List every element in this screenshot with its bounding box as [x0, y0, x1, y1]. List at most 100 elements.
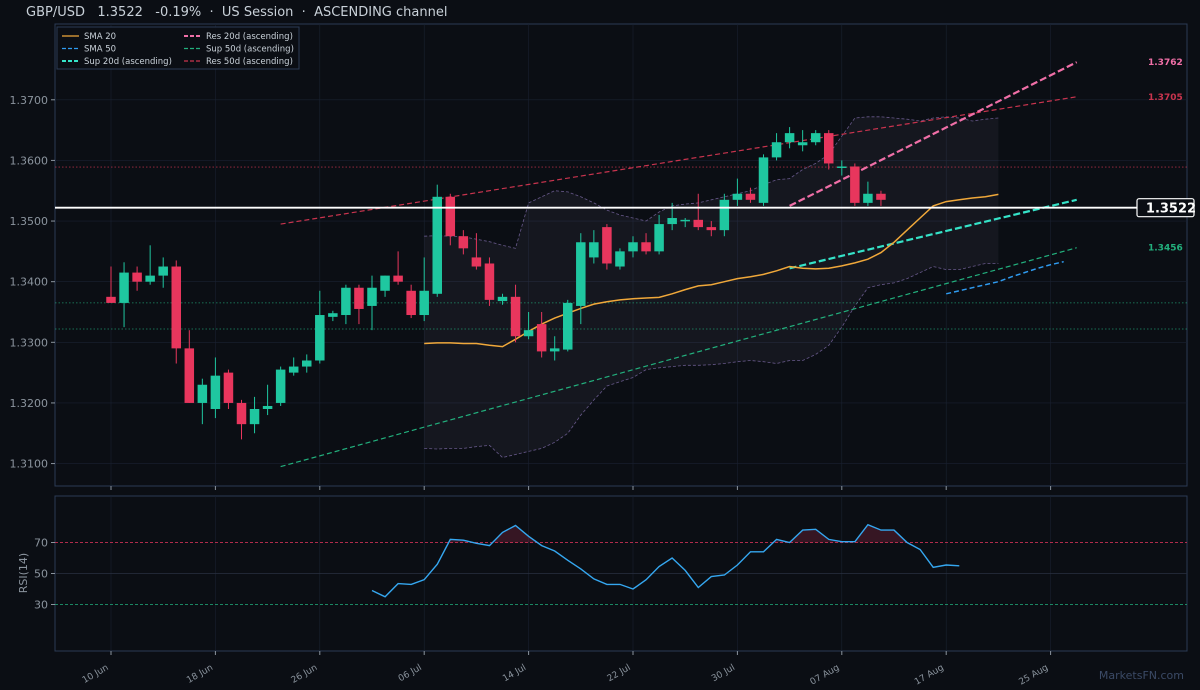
candle-body [432, 196, 442, 294]
candle-body [119, 272, 129, 303]
candle-body [445, 196, 456, 237]
candle [328, 310, 338, 322]
watermark: MarketsFN.com [1098, 669, 1184, 682]
bollinger-band-fill [424, 116, 999, 458]
current-price-box [1136, 198, 1195, 218]
candle [119, 262, 129, 328]
candle [184, 330, 195, 403]
x-tick-label: 14 Jul [501, 663, 528, 684]
legend-label: SMA 20 [84, 32, 116, 42]
candle [458, 230, 469, 255]
candle [510, 284, 521, 343]
candle-body [262, 405, 273, 409]
candle [354, 284, 364, 325]
y-tick-label: 1.3300 [10, 336, 49, 349]
legend-box [56, 26, 300, 70]
candle-body [667, 218, 677, 225]
candle-body [497, 296, 508, 302]
candle-body [223, 372, 234, 403]
candle [602, 224, 612, 270]
candle-body [824, 133, 834, 164]
candle [484, 257, 495, 306]
candle-body [341, 287, 351, 316]
candle [106, 266, 116, 303]
candle-body [367, 287, 377, 306]
candle [706, 221, 717, 237]
level-label: 1.3456 [1148, 244, 1183, 254]
candle-body [641, 242, 651, 252]
candle-body [589, 242, 599, 258]
candle [771, 133, 782, 161]
candle-body [328, 313, 338, 317]
candle-body [745, 193, 756, 200]
candle [236, 399, 247, 440]
chart-title: GBP/USD 1.3522 -0.19% · US Session · ASC… [26, 5, 448, 20]
candle [171, 260, 181, 364]
candle-body [171, 266, 181, 349]
sma-50-line [946, 260, 1064, 295]
candle [863, 181, 873, 206]
candle [419, 257, 429, 322]
legend: SMA 20 SMA 50 Sup 20d (ascending) Res 20d (… [56, 26, 300, 70]
candle [628, 236, 638, 258]
candle [262, 384, 273, 416]
candle-body [419, 290, 429, 316]
candle [302, 354, 312, 373]
candle [497, 293, 508, 305]
sma-20-line [424, 193, 999, 348]
res-20d-line [789, 61, 1078, 207]
candle-body [302, 360, 312, 367]
candle [223, 369, 234, 409]
candle [654, 214, 664, 255]
x-tick-label: 22 Jul [606, 663, 633, 684]
candle [432, 184, 442, 297]
x-tick-label: 07 Aug [809, 663, 842, 688]
candle [536, 311, 547, 358]
candle [523, 311, 534, 340]
candle-body [458, 236, 469, 249]
candle [275, 366, 286, 406]
candle-body [615, 251, 625, 267]
candle [145, 245, 155, 285]
y-tick-label: 1.3500 [10, 215, 49, 228]
bollinger-lower-line [424, 263, 999, 458]
candle-body [563, 302, 573, 350]
candle-body [837, 166, 847, 168]
candle [758, 154, 769, 206]
x-tick-label: 10 Jun [81, 663, 111, 686]
candle [680, 218, 690, 228]
candle-body [484, 263, 495, 300]
candle-body [680, 219, 690, 222]
candle [615, 248, 625, 270]
level-label: 1.3762 [1148, 58, 1183, 68]
candle [732, 178, 743, 206]
candle-body [184, 348, 195, 403]
candle [315, 290, 325, 364]
candle [693, 193, 703, 231]
x-tick-label: 30 Jul [710, 663, 737, 684]
candle [132, 266, 142, 291]
candle [745, 187, 756, 203]
candle-body [158, 266, 168, 276]
x-tick-label: 18 Jun [185, 663, 215, 686]
candle [445, 193, 456, 246]
main-panel: 1.3100 1.3200 1.3300 1.3400 1.3500 1.3600 1.37… [10, 23, 1196, 487]
candle [158, 257, 168, 288]
candle-body [797, 142, 808, 146]
candle-body [249, 409, 260, 425]
x-tick-label: 17 Aug [913, 663, 946, 688]
x-tick-label: 06 Jul [397, 663, 424, 684]
current-price-label: 1.3522 [1146, 202, 1196, 217]
candle-body [719, 199, 730, 231]
candle-body [706, 227, 717, 231]
candle [810, 130, 821, 146]
candle-body [654, 224, 664, 252]
legend-label: Res 50d (ascending) [206, 57, 293, 67]
candle-body [784, 133, 795, 143]
rsi-overbought-fill [789, 524, 908, 543]
candle-body [628, 242, 638, 252]
candle-body [288, 366, 299, 373]
sup-20d-line [789, 198, 1077, 270]
candle-body [549, 348, 560, 352]
